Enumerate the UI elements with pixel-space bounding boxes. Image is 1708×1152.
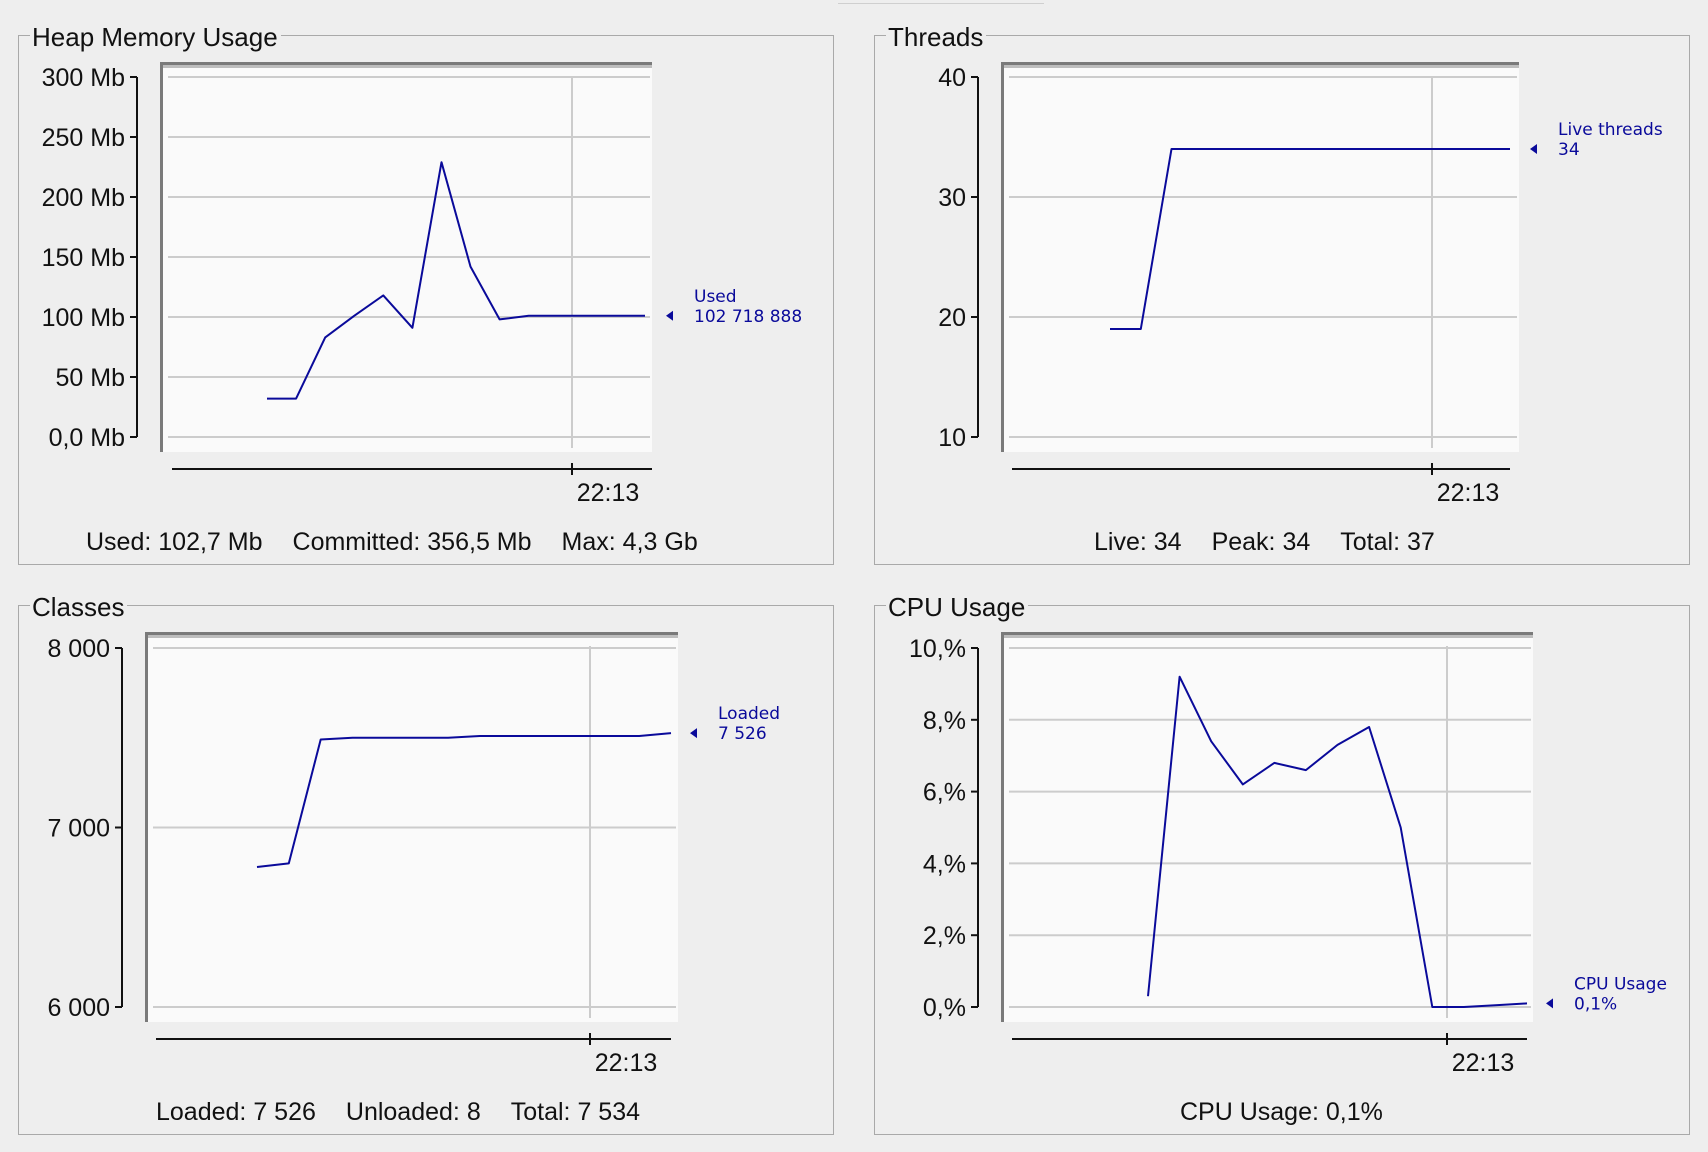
- plot-area: [1001, 632, 1533, 1022]
- threads-stats: Live: 34 Peak: 34 Total: 37: [1094, 528, 1435, 557]
- classes-panel: [18, 605, 834, 1135]
- y-tick-label: 250 Mb: [42, 124, 125, 152]
- stat-committed: Committed: 356,5 Mb: [292, 528, 532, 556]
- y-tick-label: 300 Mb: [42, 64, 125, 92]
- y-tick-label: 6,%: [923, 779, 966, 807]
- stat-used: Used: 102,7 Mb: [86, 528, 263, 556]
- series-name-label: Loaded: [718, 704, 780, 724]
- y-tick-label: 0,0 Mb: [49, 424, 125, 452]
- series-name-label: Live threads: [1558, 120, 1663, 140]
- cpu-usage-panel: [874, 605, 1690, 1135]
- y-tick-label: 150 Mb: [42, 244, 125, 272]
- series-value-label: 34: [1558, 140, 1580, 160]
- y-tick-label: 20: [938, 304, 966, 332]
- y-tick-label: 0,%: [923, 994, 966, 1022]
- stat-max: Max: 4,3 Gb: [561, 528, 698, 556]
- heap-memory-title: Heap Memory Usage: [30, 22, 281, 52]
- threads-title: Threads: [886, 22, 987, 52]
- y-tick-label: 50 Mb: [56, 364, 125, 392]
- plot-frame-inner-top: [1004, 65, 1519, 68]
- series-line: [267, 161, 645, 400]
- heap-memory-panel: [18, 35, 834, 565]
- stat-live: Live: 34: [1094, 528, 1182, 556]
- heap-memory-stats: Used: 102,7 Mb Committed: 356,5 Mb Max: 4,…: [86, 528, 698, 557]
- stat-total-classes: Total: 7 534: [510, 1098, 641, 1126]
- current-value-marker: [1546, 998, 1553, 1009]
- classes-stats: Loaded: 7 526 Unloaded: 8 Total: 7 534: [156, 1098, 640, 1127]
- cpu-usage-stats: CPU Usage: 0,1%: [1180, 1098, 1383, 1127]
- stat-unloaded: Unloaded: 8: [345, 1098, 481, 1126]
- current-value-marker: [1530, 144, 1537, 154]
- y-tick-label: 8,%: [923, 707, 966, 735]
- plot-frame-top: [1001, 62, 1519, 65]
- y-tick-label: 10,%: [909, 635, 966, 663]
- y-tick-label: 100 Mb: [42, 304, 125, 332]
- series-value-label: 0,1%: [1574, 994, 1617, 1014]
- plot-frame-left: [145, 632, 148, 1022]
- series-line: [1147, 675, 1528, 1008]
- y-tick-label: 7 000: [47, 815, 110, 843]
- stat-loaded: Loaded: 7 526: [156, 1098, 316, 1126]
- y-tick-label: 2,%: [923, 922, 966, 950]
- plot-frame-left: [1001, 632, 1004, 1022]
- y-tick-label: 40: [938, 64, 966, 92]
- y-tick-label: 6 000: [47, 994, 110, 1022]
- y-tick-label: 10: [938, 424, 966, 452]
- stat-cpu-usage: CPU Usage: 0,1%: [1180, 1098, 1383, 1126]
- plot-frame-top: [145, 632, 678, 635]
- plot-frame-inner-top: [163, 65, 652, 68]
- current-value-marker: [690, 728, 697, 739]
- y-tick-label: 200 Mb: [42, 184, 125, 212]
- x-tick-label: 22:13: [1452, 1049, 1515, 1077]
- x-tick-label: 22:13: [577, 479, 640, 507]
- threads-panel: [874, 35, 1690, 565]
- classes-title: Classes: [30, 592, 128, 622]
- y-tick-label: 4,%: [923, 850, 966, 878]
- series-value-label: 102 718 888: [694, 307, 802, 327]
- y-tick-label: 30: [938, 184, 966, 212]
- plot-frame-left: [1001, 62, 1004, 452]
- plot-frame-inner-top: [1004, 635, 1533, 638]
- plot-frame-left: [160, 62, 163, 452]
- current-value-marker: [666, 310, 673, 321]
- series-value-label: 7 526: [718, 724, 767, 744]
- plot-frame-top: [1001, 632, 1533, 635]
- cpu-usage-title: CPU Usage: [886, 592, 1029, 622]
- plot-frame-top: [160, 62, 652, 65]
- tab-strip-edge: [838, 0, 1044, 4]
- series-line: [1110, 148, 1510, 330]
- plot-frame-inner-top: [148, 635, 678, 638]
- x-tick-label: 22:13: [595, 1049, 658, 1077]
- y-tick-label: 8 000: [47, 635, 110, 663]
- series-name-label: Used: [694, 287, 737, 307]
- stat-peak: Peak: 34: [1211, 528, 1311, 556]
- x-tick-label: 22:13: [1437, 479, 1500, 507]
- stat-total-threads: Total: 37: [1340, 528, 1435, 556]
- series-name-label: CPU Usage: [1574, 974, 1667, 994]
- series-line: [256, 732, 672, 868]
